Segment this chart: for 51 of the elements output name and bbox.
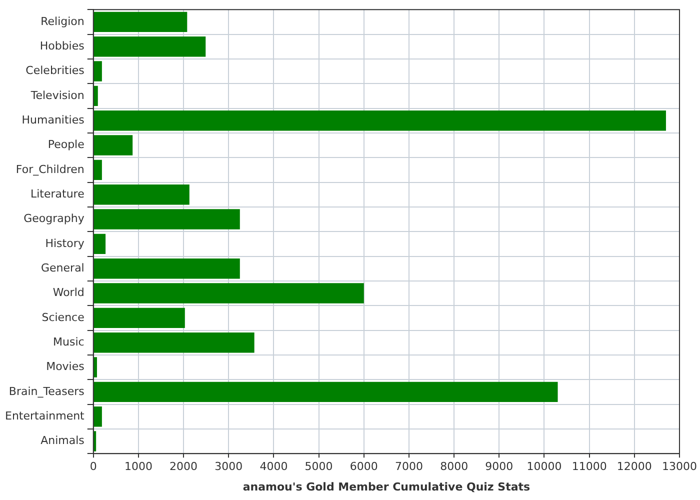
y-tick-label: Literature [30,187,85,200]
bar [94,61,102,82]
y-tick-label: General [41,261,84,274]
bar [94,234,106,254]
y-tick-label: Hobbies [40,39,85,52]
x-tick-label: 8000 [440,460,468,474]
y-tick-label: Geography [24,212,85,226]
bar [94,283,364,304]
bar [94,12,188,32]
y-tick-label: Music [53,335,84,348]
y-tick-label: World [52,286,84,300]
bar [94,36,206,57]
x-tick-label: 10000 [526,460,562,474]
y-tick-label: Science [42,310,85,324]
bar [94,308,185,328]
y-tick-label: Celebrities [26,64,85,78]
x-tick-label: 13000 [662,460,698,474]
x-tick-label: 4000 [260,460,288,474]
y-tick-label: Humanities [22,113,85,126]
bar [94,357,97,378]
bar [94,110,666,131]
x-tick-label: 7000 [394,460,423,474]
bar [94,160,102,180]
y-tick-label: History [45,236,85,250]
y-tick-label: Brain_Teasers [8,384,85,398]
x-tick-label: 5000 [304,460,333,474]
bar [94,86,98,106]
x-tick-label: 6000 [350,460,378,474]
x-axis-title: anamou's Gold Member Cumulative Quiz Stats [242,480,531,494]
y-tick-label: Television [30,88,84,102]
bar [94,382,558,402]
x-tick-label: 1000 [124,460,152,474]
x-tick-label: 0 [90,460,97,474]
y-tick-label: Religion [40,14,84,28]
bar [94,332,254,353]
bar [94,431,96,452]
bar [94,258,240,279]
bar [94,135,133,156]
y-tick-label: For_Children [16,162,84,176]
bar [94,209,240,230]
y-tick-label: People [48,138,85,152]
bar [94,184,190,205]
y-tick-label: Entertainment [5,409,86,422]
x-tick-label: 2000 [170,460,198,474]
x-tick-label: 9000 [485,460,514,474]
bar [94,406,102,427]
x-tick-label: 12000 [616,460,652,474]
y-tick-label: Movies [46,360,85,374]
x-tick-label: 11000 [572,460,607,474]
y-tick-label: Animals [40,434,85,448]
x-tick-label: 3000 [214,460,243,474]
